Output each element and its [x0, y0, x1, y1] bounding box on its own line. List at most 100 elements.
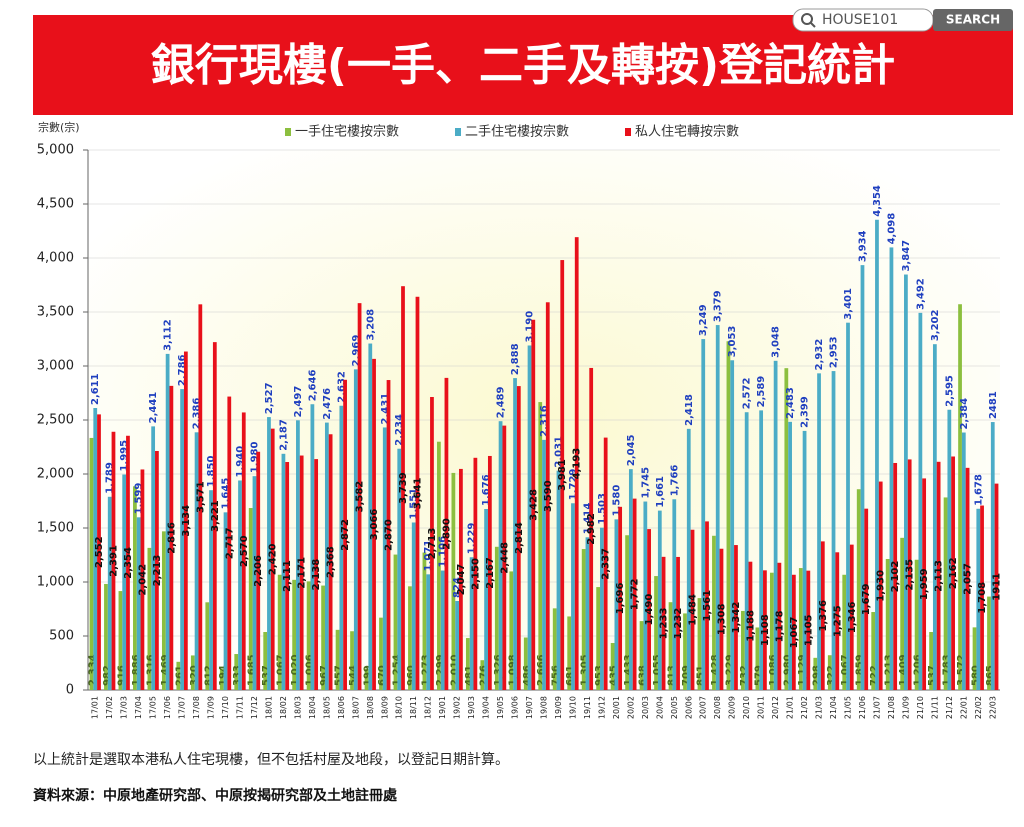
- x-tick-label: 17/04: [134, 696, 143, 719]
- data-label: 2,102: [890, 561, 901, 593]
- bar: [581, 549, 586, 690]
- bar: [748, 561, 753, 690]
- data-label: 1,772: [630, 578, 641, 610]
- data-label: 1,685: [247, 654, 258, 686]
- legend-label: 二手住宅樓按宗數: [465, 124, 569, 140]
- bar: [632, 498, 637, 690]
- bar: [922, 478, 927, 690]
- bar: [263, 632, 268, 690]
- data-label: 4,193: [572, 448, 583, 480]
- bar: [147, 547, 152, 690]
- bar: [161, 531, 166, 690]
- bar: [364, 668, 369, 690]
- data-label: 2,316: [539, 405, 550, 437]
- data-label: 1,859: [855, 654, 866, 686]
- x-tick-label: 18/09: [380, 696, 389, 719]
- data-label: 2,386: [192, 398, 203, 430]
- data-label: 2,476: [322, 388, 333, 420]
- data-label: 2,980: [782, 654, 793, 686]
- legend-label: 私人住宅轉按宗數: [635, 124, 739, 140]
- x-tick-label: 21/02: [800, 696, 809, 719]
- bar: [415, 296, 420, 690]
- bar: [643, 501, 648, 690]
- legend-swatch: [285, 128, 291, 136]
- y-tick-label: 0: [66, 683, 74, 698]
- bar: [715, 325, 720, 690]
- data-label: 2,234: [394, 414, 405, 446]
- bar: [676, 556, 680, 690]
- data-label: 2,113: [934, 560, 945, 592]
- bar: [813, 657, 818, 690]
- x-tick-label: 21/06: [858, 696, 867, 719]
- bar: [730, 360, 735, 690]
- x-tick-label: 17/03: [120, 696, 129, 719]
- y-axis-label: 宗數(宗): [38, 120, 80, 134]
- data-label: 2,418: [684, 394, 695, 426]
- x-tick-label: 18/01: [264, 696, 273, 719]
- bar: [878, 481, 883, 690]
- bar: [465, 638, 470, 690]
- x-tick-label: 17/10: [221, 696, 230, 719]
- data-label: 4,098: [886, 213, 897, 245]
- data-label: 1,206: [913, 654, 924, 686]
- x-tick-label: 20/10: [742, 696, 751, 719]
- data-label: 722: [869, 665, 880, 686]
- bar: [755, 627, 760, 690]
- search-button[interactable]: [933, 9, 1013, 31]
- bar: [314, 459, 319, 690]
- data-label: 2,552: [94, 536, 105, 568]
- data-label: 4,354: [872, 185, 883, 217]
- bar: [292, 579, 297, 690]
- data-label: 1,346: [847, 601, 858, 633]
- bar: [324, 422, 329, 690]
- data-label: 3,048: [771, 326, 782, 358]
- bar: [190, 655, 195, 690]
- data-label: 1,940: [235, 446, 246, 478]
- y-tick-label: 500: [49, 629, 74, 644]
- data-label: 2,334: [87, 654, 98, 686]
- bar: [241, 412, 246, 690]
- y-tick-label: 1,500: [37, 521, 74, 536]
- data-label: 2481: [988, 391, 999, 419]
- bar: [104, 583, 108, 690]
- bar: [773, 360, 778, 690]
- bar: [672, 499, 677, 690]
- bar: [980, 505, 984, 690]
- data-label: 3,379: [713, 290, 724, 322]
- data-label: 851: [695, 665, 706, 686]
- x-tick-label: 17/07: [178, 696, 187, 719]
- data-label: 670: [377, 665, 388, 686]
- bar: [212, 342, 217, 690]
- data-label: 2,572: [742, 378, 753, 410]
- x-tick-label: 19/12: [597, 696, 606, 719]
- bar: [513, 378, 517, 690]
- bar: [936, 461, 941, 690]
- bar: [827, 655, 832, 690]
- bar: [600, 527, 604, 690]
- data-label: 3,492: [915, 278, 926, 310]
- data-label: 1,980: [249, 441, 260, 473]
- x-tick-label: 19/03: [467, 696, 476, 719]
- data-label: 579: [753, 665, 764, 686]
- x-tick-label: 17/06: [163, 696, 172, 719]
- bar: [198, 304, 203, 690]
- data-label: 3,112: [163, 319, 174, 351]
- x-tick-label: 18/12: [424, 696, 433, 719]
- bar: [205, 602, 210, 690]
- data-label: 3,590: [543, 480, 554, 512]
- x-tick-label: 21/01: [786, 696, 795, 719]
- bar: [299, 455, 304, 690]
- bar: [169, 385, 174, 690]
- bar: [487, 455, 492, 690]
- data-label: 967: [319, 665, 330, 686]
- x-tick-label: 17/11: [236, 696, 245, 719]
- bar: [560, 260, 565, 690]
- data-label: 1,254: [391, 654, 402, 686]
- data-label: 1,783: [942, 654, 953, 686]
- x-tick-label: 22/03: [988, 696, 997, 719]
- search-button-label: SEARCH: [946, 13, 1000, 27]
- x-tick-label: 21/10: [916, 696, 925, 719]
- data-label: 1,503: [597, 493, 608, 525]
- data-label: 1,326: [493, 654, 504, 686]
- data-label: 557: [334, 665, 345, 686]
